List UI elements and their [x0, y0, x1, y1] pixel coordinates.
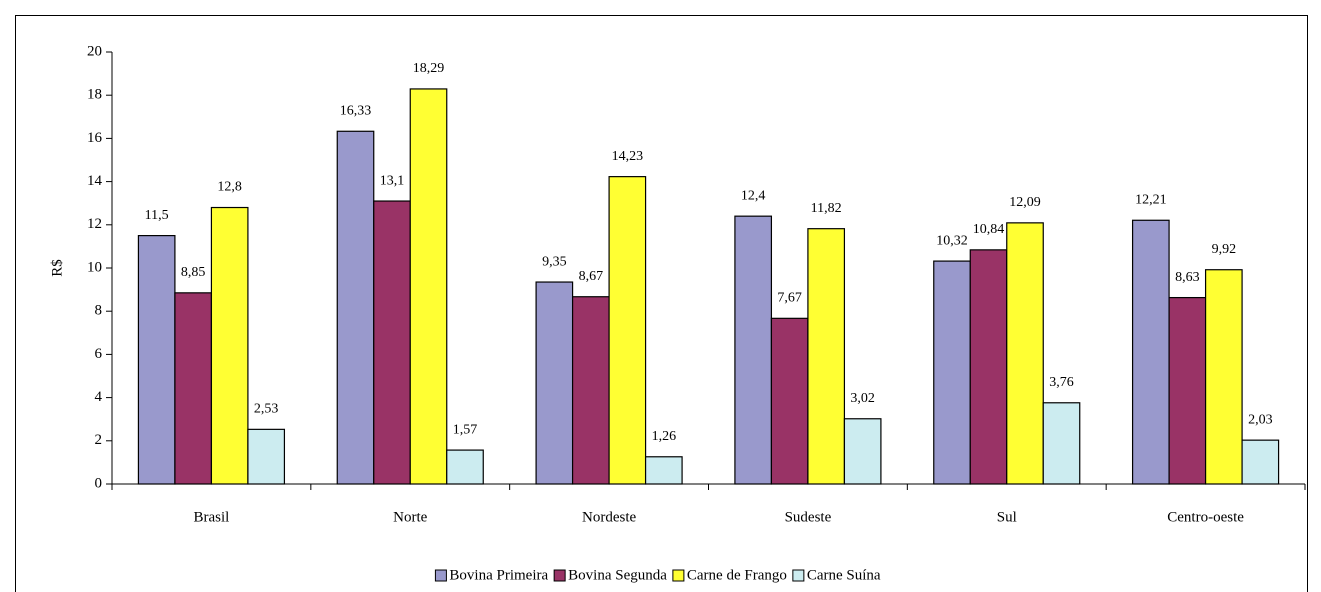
value-label: 18,29 [413, 61, 445, 76]
chart-frame [15, 15, 1308, 592]
bar [210, 206, 249, 485]
x-tick-label: Centro-oeste [1167, 509, 1244, 525]
bar [734, 215, 773, 485]
value-label: 8,63 [1175, 270, 1200, 285]
bar [843, 418, 882, 485]
y-tick-label: 2 [95, 432, 103, 448]
value-label: 8,85 [181, 265, 206, 280]
legend-swatch [434, 569, 447, 582]
legend-swatch [792, 569, 805, 582]
legend-swatch [553, 569, 566, 582]
bar [1241, 439, 1280, 485]
legend-label: Bovina Segunda [568, 567, 667, 583]
value-label: 7,67 [777, 291, 802, 306]
legend-label: Carne Suína [807, 567, 881, 583]
bar [807, 228, 846, 485]
bar [571, 296, 610, 485]
value-label: 2,03 [1248, 412, 1273, 427]
value-label: 2,53 [254, 402, 279, 417]
value-label: 10,84 [973, 222, 1005, 237]
x-tick-label: Sudeste [785, 509, 832, 525]
y-tick-label: 0 [95, 475, 103, 491]
bar [373, 200, 411, 485]
bar [336, 130, 375, 485]
bar [969, 249, 1008, 485]
bar [1042, 402, 1081, 485]
y-tick-label: 16 [87, 130, 103, 146]
value-label: 1,26 [652, 429, 677, 444]
y-axis-label: R$ [49, 259, 65, 277]
bar [644, 456, 683, 485]
x-tick-label: Brasil [193, 509, 229, 525]
bar [1204, 269, 1243, 485]
bar [770, 317, 809, 485]
value-label: 12,21 [1135, 192, 1167, 207]
bar [608, 176, 647, 485]
x-tick-label: Sul [997, 509, 1017, 525]
y-tick-label: 8 [95, 303, 103, 319]
value-label: 8,67 [579, 269, 604, 284]
value-label: 12,8 [217, 180, 242, 195]
bar [446, 449, 484, 485]
x-tick-label: Norte [393, 509, 427, 525]
value-label: 16,33 [340, 103, 372, 118]
bar [1168, 296, 1207, 485]
bar [174, 292, 213, 485]
y-tick-label: 4 [95, 389, 103, 405]
y-tick-label: 12 [87, 216, 102, 232]
value-label: 14,23 [612, 149, 644, 164]
bar [1131, 219, 1170, 485]
value-label: 3,76 [1049, 375, 1074, 390]
value-label: 11,5 [145, 208, 169, 223]
bar [247, 428, 286, 485]
legend-label: Carne de Frango [687, 567, 787, 583]
value-label: 12,09 [1009, 195, 1041, 210]
bar [137, 235, 176, 485]
value-label: 3,02 [850, 391, 875, 406]
bar [1006, 222, 1044, 485]
value-label: 11,82 [811, 201, 842, 216]
value-label: 9,92 [1212, 242, 1237, 257]
x-tick-label: Nordeste [582, 509, 636, 525]
value-label: 13,1 [380, 173, 405, 188]
legend-label: Bovina Primeira [449, 567, 548, 583]
y-tick-label: 20 [87, 43, 102, 59]
y-tick-label: 10 [87, 259, 102, 275]
y-tick-label: 18 [87, 87, 102, 103]
bar [933, 260, 971, 485]
bar [409, 88, 448, 485]
value-label: 1,57 [453, 422, 478, 437]
value-label: 12,4 [741, 188, 766, 203]
y-tick-label: 14 [87, 173, 103, 189]
value-label: 9,35 [542, 254, 567, 269]
value-label: 10,32 [936, 233, 968, 248]
bar [535, 281, 574, 485]
y-tick-label: 6 [95, 346, 103, 362]
legend-swatch [672, 569, 685, 582]
